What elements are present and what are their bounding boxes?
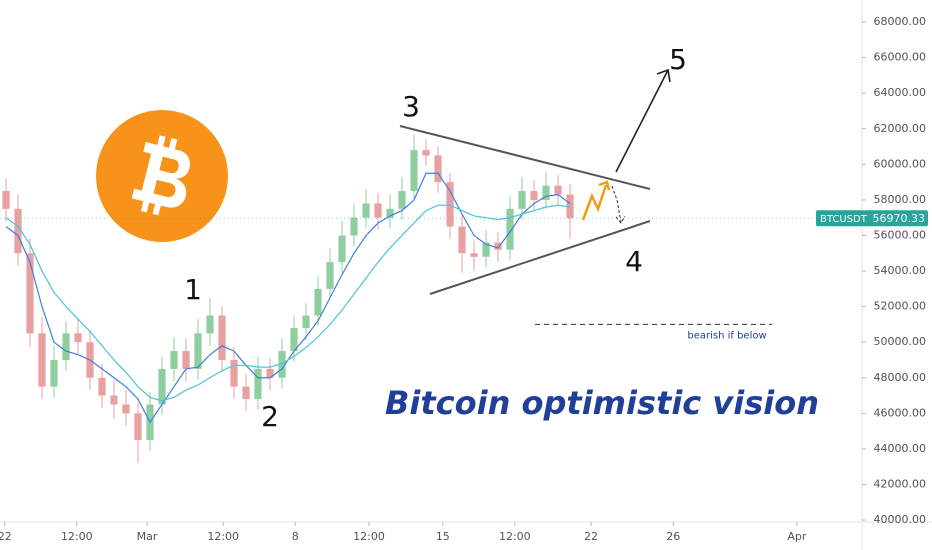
- candle-body: [158, 368, 166, 405]
- projection-arrow: [581, 180, 611, 221]
- candle-body: [170, 351, 178, 369]
- y-tick-label: 44000.00: [874, 442, 927, 455]
- x-tick-label: 22: [0, 530, 12, 543]
- plot: [2, 134, 574, 464]
- candle-body: [338, 235, 346, 263]
- candle-body: [470, 253, 478, 257]
- triangle-upper: [399, 125, 651, 190]
- y-tick-label: 56000.00: [874, 228, 927, 241]
- candle-body: [506, 208, 514, 250]
- candle-body: [314, 288, 322, 316]
- bearish-note: bearish if below: [687, 330, 766, 341]
- candle-body: [242, 386, 250, 400]
- moving-average: [5, 204, 571, 402]
- y-tick-label: 48000.00: [874, 371, 927, 384]
- candle-body: [410, 150, 418, 192]
- candle-body: [2, 191, 10, 209]
- candle-body: [266, 368, 274, 378]
- y-tick-label: 46000.00: [874, 406, 927, 419]
- symbol-label: BTCUSDT: [820, 214, 868, 225]
- wave-label: 5: [669, 43, 687, 76]
- y-tick-label: 60000.00: [874, 157, 927, 170]
- candle-body: [398, 191, 406, 209]
- candle-body: [194, 333, 202, 369]
- y-tick-label: 66000.00: [874, 51, 927, 64]
- x-tick-label: 26: [666, 530, 680, 543]
- candle-body: [326, 262, 334, 289]
- y-tick-label: 50000.00: [874, 335, 927, 348]
- y-tick-label: 58000.00: [874, 193, 927, 206]
- candle-body: [254, 368, 262, 400]
- candle-body: [218, 315, 226, 360]
- candle-body: [458, 226, 466, 254]
- wave-label: 4: [625, 245, 643, 278]
- candle-body: [422, 150, 430, 156]
- candle-body: [122, 404, 130, 414]
- candle-body: [182, 351, 190, 369]
- candle-body: [386, 208, 394, 218]
- candle-body: [362, 203, 370, 218]
- candle-body: [278, 351, 286, 378]
- triangle-lower: [429, 220, 651, 295]
- candle-body: [374, 203, 382, 218]
- candle-body: [38, 333, 46, 387]
- x-tick-label: 12:00: [353, 530, 385, 543]
- candle-body: [26, 253, 34, 334]
- candle-body: [350, 217, 358, 236]
- candle-body: [110, 395, 118, 405]
- last-price-label: 56970.33: [873, 212, 926, 225]
- breakout-arrow: [615, 68, 671, 173]
- candle-body: [206, 315, 214, 334]
- x-tick-label: 12:00: [499, 530, 531, 543]
- x-tick-label: 12:00: [207, 530, 239, 543]
- x-tick-label: 8: [292, 530, 299, 543]
- y-tick-label: 64000.00: [874, 86, 927, 99]
- wave-label: 2: [261, 400, 279, 433]
- candle-body: [50, 359, 58, 387]
- pullback-arrow: [611, 185, 626, 224]
- candle-body: [302, 315, 310, 328]
- candle-body: [230, 359, 238, 387]
- candle-body: [494, 242, 502, 250]
- candle-body: [482, 242, 490, 257]
- x-tick-label: 15: [436, 530, 450, 543]
- candle-body: [554, 185, 562, 195]
- x-tick-label: 12:00: [61, 530, 93, 543]
- candle-body: [98, 377, 106, 396]
- bitcoin-logo: [96, 110, 228, 242]
- candle-body: [434, 155, 442, 183]
- wave-label: 1: [184, 273, 202, 306]
- y-tick-label: 54000.00: [874, 264, 927, 277]
- candle-body: [134, 413, 142, 441]
- candle-body: [14, 208, 22, 254]
- candle-body: [290, 327, 298, 352]
- y-tick-label: 42000.00: [874, 477, 927, 490]
- candle-body: [566, 194, 574, 219]
- candle-body: [518, 191, 526, 209]
- candle-body: [62, 333, 70, 360]
- chart-title: Bitcoin optimistic vision: [385, 384, 819, 422]
- x-tick-label: Apr: [787, 530, 807, 543]
- candle-body: [542, 185, 550, 200]
- y-tick-label: 40000.00: [874, 513, 927, 526]
- candle-body: [74, 333, 82, 343]
- y-tick-label: 68000.00: [874, 15, 927, 28]
- wave-label: 3: [402, 90, 420, 123]
- candle-body: [530, 191, 538, 200]
- last-price-box: [816, 210, 928, 227]
- x-tick-label: Mar: [137, 530, 158, 543]
- x-tick-label: 22: [584, 530, 598, 543]
- y-tick-label: 52000.00: [874, 300, 927, 313]
- y-tick-label: 62000.00: [874, 122, 927, 135]
- candle-body: [446, 182, 454, 227]
